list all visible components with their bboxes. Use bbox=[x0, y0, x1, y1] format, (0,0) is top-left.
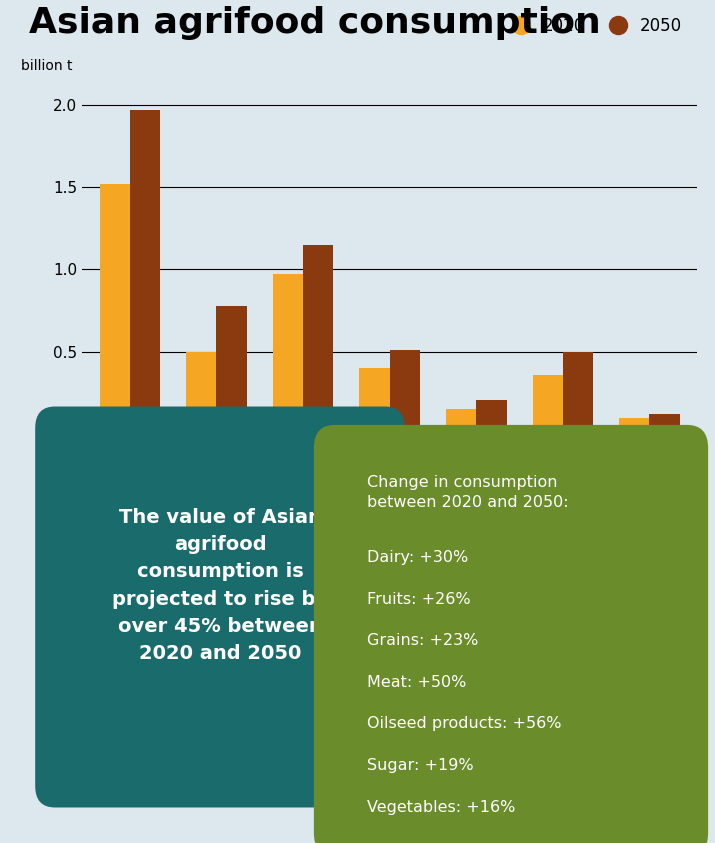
FancyBboxPatch shape bbox=[35, 406, 405, 808]
Bar bbox=[99, 184, 130, 434]
Bar bbox=[563, 352, 593, 434]
Text: Asian agrifood consumption: Asian agrifood consumption bbox=[29, 7, 601, 40]
Text: The value of Asian
agrifood
consumption is
projected to rise by
over 45% between: The value of Asian agrifood consumption … bbox=[112, 507, 328, 663]
Text: Fruits: +26%: Fruits: +26% bbox=[367, 592, 470, 607]
Bar bbox=[272, 275, 303, 434]
Bar bbox=[649, 415, 680, 434]
Text: Vegetables: +16%: Vegetables: +16% bbox=[367, 799, 515, 814]
Bar bbox=[303, 244, 333, 434]
Bar bbox=[217, 306, 247, 434]
Text: Sugar: +19%: Sugar: +19% bbox=[367, 758, 473, 773]
Text: Grains: +23%: Grains: +23% bbox=[367, 633, 478, 648]
Bar bbox=[186, 352, 217, 434]
Bar bbox=[619, 417, 649, 434]
FancyBboxPatch shape bbox=[314, 425, 708, 843]
Text: Dairy: +30%: Dairy: +30% bbox=[367, 550, 468, 565]
Text: Change in consumption
between 2020 and 2050:: Change in consumption between 2020 and 2… bbox=[367, 475, 568, 510]
Bar bbox=[476, 400, 507, 434]
Bar bbox=[533, 375, 563, 434]
Bar bbox=[390, 350, 420, 434]
Bar bbox=[446, 410, 476, 434]
Text: Meat: +50%: Meat: +50% bbox=[367, 674, 466, 690]
Legend: 2020, 2050: 2020, 2050 bbox=[498, 10, 689, 42]
Bar bbox=[130, 110, 160, 434]
Bar bbox=[360, 368, 390, 434]
Text: Oilseed products: +56%: Oilseed products: +56% bbox=[367, 717, 561, 732]
Text: billion t: billion t bbox=[21, 59, 72, 73]
